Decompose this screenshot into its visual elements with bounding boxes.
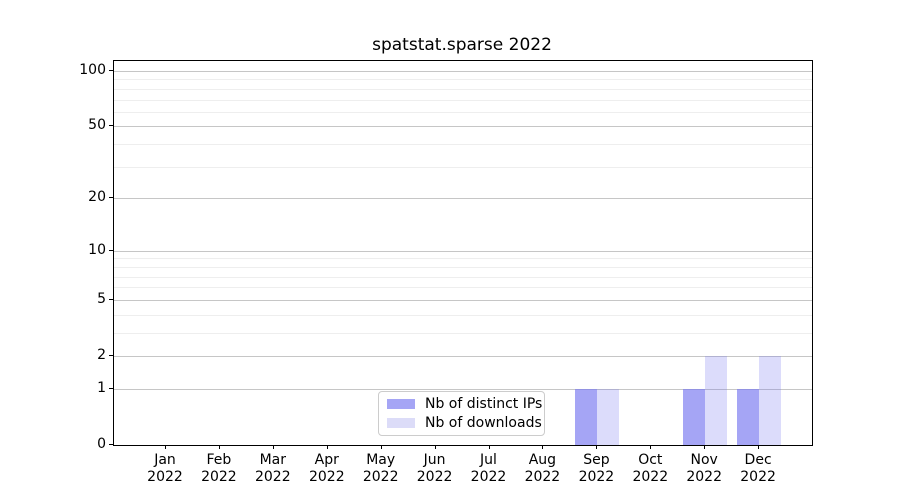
y-tick-label: 50 (88, 117, 106, 134)
gridline-major (114, 356, 812, 357)
legend: Nb of distinct IPs Nb of downloads (378, 391, 545, 436)
gridline-minor (114, 79, 812, 81)
y-tick-mark (109, 70, 113, 71)
x-tick-label: Aug 2022 (524, 452, 561, 485)
x-tick-mark (434, 445, 436, 449)
y-tick-mark (109, 355, 113, 356)
x-tick-label: Jul 2022 (470, 452, 507, 485)
y-tick-mark (109, 444, 113, 445)
x-tick-label: Feb 2022 (201, 452, 237, 485)
gridline-minor (114, 166, 812, 168)
y-tick-label: 2 (97, 347, 106, 363)
bar-dec-s0 (737, 388, 760, 445)
bar-nov-s0 (683, 388, 706, 445)
legend-swatch-distinct-ips-icon (387, 399, 415, 409)
x-tick-mark (542, 445, 544, 449)
x-tick-label: Mar 2022 (254, 452, 291, 485)
x-tick-mark (650, 445, 652, 449)
gridline-major (114, 198, 812, 200)
gridline-major (114, 388, 812, 390)
x-tick-mark (165, 445, 166, 449)
y-tick-mark (109, 197, 113, 199)
bar-nov-s1 (705, 356, 728, 445)
x-tick-label: Jan 2022 (147, 452, 183, 485)
legend-swatch-downloads-icon (387, 418, 415, 428)
y-tick-mark (109, 298, 113, 300)
x-tick-label: Oct 2022 (632, 452, 669, 485)
x-tick-mark (704, 445, 706, 449)
gridline-minor (114, 99, 812, 101)
gridline-minor (114, 88, 812, 90)
bar-sep-s1 (597, 388, 620, 445)
x-tick-label: Apr 2022 (308, 452, 345, 485)
y-tick-label: 20 (88, 189, 106, 206)
legend-item-distinct-ips: Nb of distinct IPs (379, 396, 544, 412)
gridline-minor (114, 266, 812, 268)
gridline-minor (114, 276, 812, 278)
y-tick-mark (109, 125, 113, 127)
legend-item-downloads: Nb of downloads (379, 415, 544, 431)
gridline-major (114, 250, 812, 252)
plot-area (113, 60, 813, 446)
x-tick-label: Sep 2022 (578, 452, 615, 485)
chart-title: spatstat.sparse 2022 (372, 35, 552, 55)
y-tick-label: 1 (97, 379, 106, 396)
gridline-major (114, 299, 812, 301)
y-tick-label: 10 (88, 241, 106, 258)
gridline-major (114, 71, 812, 72)
gridline-minor (114, 258, 812, 260)
y-tick-mark (109, 387, 113, 389)
gridline-minor (114, 287, 812, 289)
x-tick-mark (326, 445, 328, 449)
x-tick-label: Nov 2022 (686, 452, 722, 485)
x-tick-mark (218, 445, 220, 449)
y-tick-label: 100 (79, 62, 106, 78)
x-tick-mark (380, 445, 382, 449)
x-tick-mark (272, 445, 274, 449)
bar-dec-s1 (759, 356, 782, 445)
gridline-major (114, 126, 812, 128)
y-tick-mark (109, 249, 113, 251)
x-tick-label: Dec 2022 (740, 452, 776, 485)
legend-label-downloads: Nb of downloads (425, 415, 542, 431)
bar-sep-s0 (575, 388, 598, 445)
y-tick-label: 0 (97, 436, 106, 452)
x-tick-label: Jun 2022 (416, 452, 453, 485)
x-tick-mark (488, 445, 490, 449)
gridline-minor (114, 111, 812, 113)
x-tick-mark (596, 445, 598, 449)
legend-label-distinct-ips: Nb of distinct IPs (425, 396, 543, 412)
gridline-minor (114, 314, 812, 316)
x-tick-label: May 2022 (362, 452, 399, 485)
gridline-minor (114, 144, 812, 146)
y-tick-label: 5 (97, 290, 106, 307)
gridline-minor (114, 332, 812, 334)
x-tick-mark (758, 445, 760, 449)
